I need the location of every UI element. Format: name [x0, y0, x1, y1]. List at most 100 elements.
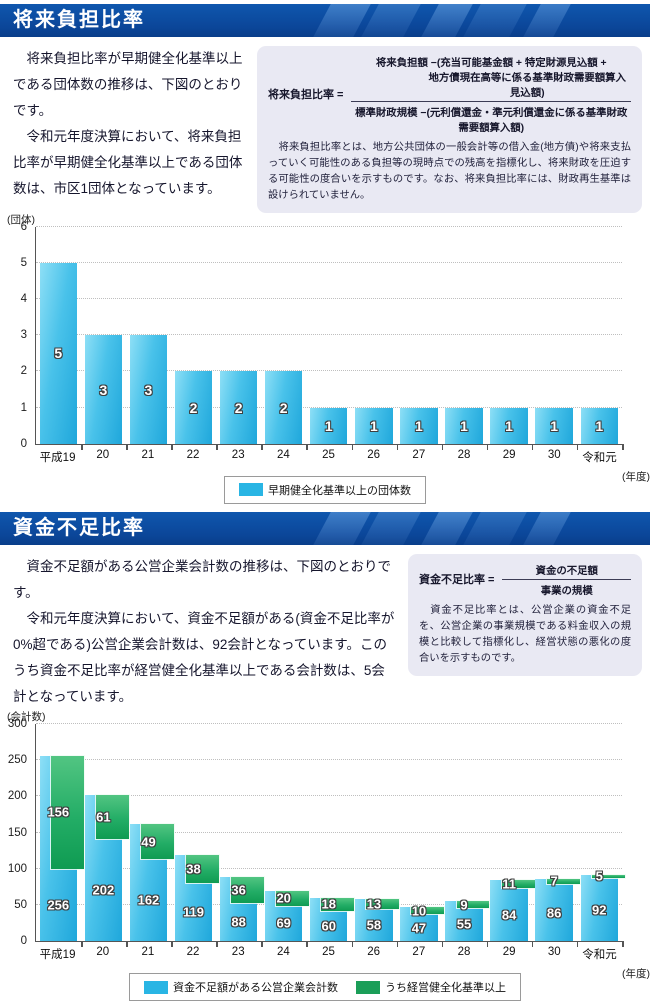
overlay-value-label: 20: [276, 890, 291, 906]
x-category-label: 23: [231, 946, 245, 959]
x-category-label: 25: [322, 946, 335, 959]
gridline: [36, 225, 622, 227]
bar-group: 3: [81, 227, 126, 444]
bar: 36 88: [219, 877, 265, 942]
x-axis-tick: [261, 941, 263, 948]
overlay-value-label: 10: [411, 903, 427, 919]
x-axis-tick: [396, 941, 399, 948]
x-axis-tick: [216, 443, 218, 450]
bar-group: 9 55: [442, 724, 490, 942]
overlay-value-label: 9: [460, 897, 468, 913]
x-category-label: 29: [502, 448, 516, 461]
x-category-label: 28: [457, 448, 471, 461]
bar: 49 162: [129, 823, 174, 942]
bar: 156 256: [39, 755, 84, 942]
bar-group: 36 88: [216, 724, 265, 942]
bar: 3: [84, 335, 123, 444]
formula-note: 将来負担比率とは、地方公共団体の一般会計等の借入金(地方債)や将来支払っていく可…: [268, 142, 631, 201]
overlay-value-label: 11: [502, 876, 516, 892]
gridline: [36, 334, 622, 336]
x-axis-tick: [486, 443, 489, 450]
bar-value-label: 60: [321, 918, 336, 934]
bar-group: 1: [532, 227, 577, 444]
x-category-label: 令和元: [582, 451, 617, 464]
bars-layer: 5 3 3 2 2 2 1 1 1 1 1 1 1: [36, 227, 622, 444]
bar-value-label: 1: [595, 417, 604, 434]
x-axis-tick: [441, 443, 444, 450]
x-category-label: 22: [186, 448, 200, 461]
intro-paragraph: 将来負担比率が早期健全化基準以上である団体数の推移は、下図のとおりです。: [13, 51, 243, 119]
formula-note: 資金不足比率とは、公営企業の資金不足を、公営企業の事業規模である料金収入の規模と…: [419, 604, 631, 664]
header-decoration: [0, 511, 650, 545]
plot-area: 0 1 2 3 4 5 6 5 3 3 2 2 2 1 1 1 1 1 1 1: [21, 221, 624, 450]
bar-group: 1: [306, 227, 351, 444]
formula-numerator: 資金の不足額: [502, 562, 631, 580]
legend-label: 資金不足額がある公営企業会計数: [173, 982, 338, 995]
x-category-label: 26: [367, 946, 381, 959]
bar-value-label: 1: [415, 417, 423, 434]
bar-value-label: 2: [279, 399, 288, 416]
overlay-value-label: 38: [186, 861, 201, 877]
x-axis-tick: [576, 941, 579, 948]
x-category-label: 24: [276, 448, 290, 461]
y-tick-label: 4: [20, 293, 27, 306]
bar: 2: [219, 371, 258, 444]
bar: 20 69: [264, 890, 310, 942]
bar-value-label: 1: [550, 417, 559, 434]
bar-group: 1: [352, 227, 397, 444]
x-category-label: 27: [412, 946, 426, 959]
overlay-bar: [546, 878, 580, 884]
overlay-value-label: 49: [141, 834, 156, 850]
x-category-label: 25: [322, 448, 335, 461]
x-category-label: 30: [547, 946, 561, 959]
x-axis-tick: [351, 941, 354, 948]
intro-text: 資金不足額がある公営企業会計数の推移は、下図のとおりです。 令和元年度決算におい…: [13, 554, 396, 710]
x-axis-tick: [531, 941, 534, 948]
gridline: [36, 406, 622, 408]
formula-label: 将来負担比率 =: [268, 89, 344, 101]
section-title: 将来負担比率: [13, 9, 145, 31]
x-axis-tick: [81, 443, 83, 450]
bar-group: 18 60: [306, 724, 355, 942]
x-category-label: 平成19: [39, 949, 76, 962]
bar: 1: [400, 407, 438, 444]
gridline: [36, 370, 622, 372]
y-tick-label: 1: [20, 401, 27, 414]
x-axis-tick: [622, 443, 624, 450]
formula-fraction: 将来負担額 −(充当可能基金額 + 特定財源見込額 + 地方債現在高等に係る基準…: [351, 54, 631, 134]
bar-group: 3: [126, 227, 171, 444]
overlay-value-label: 18: [321, 896, 336, 912]
bar-group: 2: [216, 227, 261, 444]
bar: 9 55: [445, 897, 490, 942]
bar: 5 92: [580, 869, 625, 942]
bar-group: 13 58: [352, 724, 400, 942]
bar-group: 5 92: [577, 724, 625, 942]
x-axis-unit: (年度): [622, 968, 650, 981]
legend-item: うち経営健全化基準以上: [356, 979, 506, 995]
bar-group: 10 47: [397, 724, 445, 942]
section-header: 資金不足比率: [0, 511, 650, 545]
x-axis-tick: [396, 443, 399, 450]
bar-group: 2: [171, 227, 216, 444]
x-category-label: 平成19: [39, 451, 76, 464]
y-tick-label: 250: [7, 754, 27, 767]
x-axis-unit: (年度): [622, 470, 650, 483]
x-category-label: 30: [547, 448, 561, 461]
legend: 早期健全化基準以上の団体数: [0, 475, 650, 504]
overlay-value-label: 5: [595, 868, 603, 884]
legend: 資金不足額がある公営企業会計数 うち経営健全化基準以上: [0, 973, 650, 1001]
formula-label: 資金不足比率 =: [419, 574, 495, 587]
x-category-label: 27: [412, 448, 426, 461]
formula-numerator-line2: 地方債現在高等に係る基準財政需要額算入見込額): [428, 73, 626, 99]
bar-group: 20 69: [261, 724, 310, 942]
x-category-label: 20: [96, 448, 110, 461]
bar-value-label: 119: [183, 904, 205, 920]
section-funds-shortage-ratio: 資金不足比率 資金不足額がある公営企業会計数の推移は、下図のとおりです。 令和元…: [0, 511, 650, 1001]
bar: 7 86: [535, 874, 580, 942]
gridline: [36, 795, 622, 797]
gridline: [36, 759, 622, 761]
legend-item: 早期健全化基準以上の団体数: [239, 482, 411, 498]
bar-group: 1: [487, 227, 532, 444]
formula-denominator: 事業の規模: [540, 585, 593, 597]
